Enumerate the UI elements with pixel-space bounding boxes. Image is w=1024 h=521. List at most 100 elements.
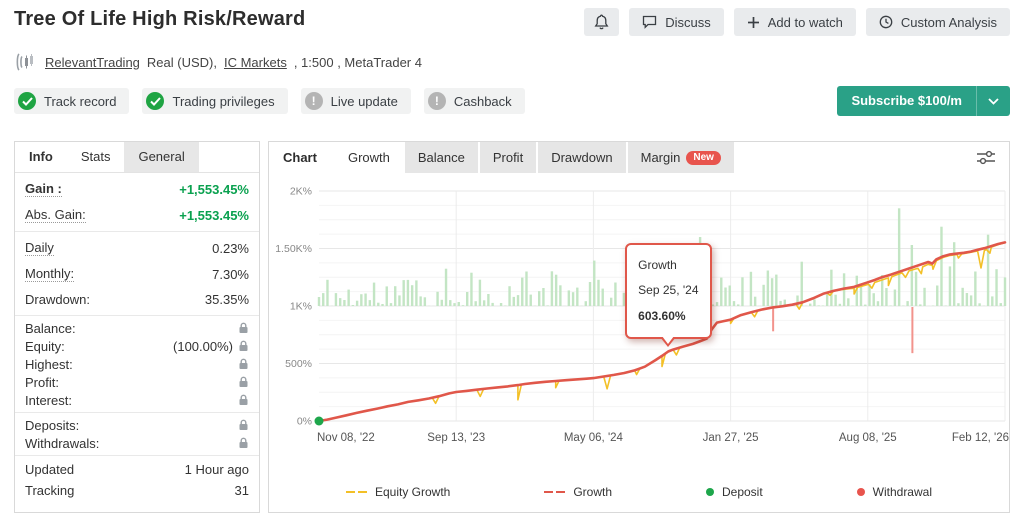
lock-icon [239, 358, 248, 369]
button-label: Add to watch [767, 14, 843, 30]
lock-icon [238, 358, 249, 370]
badge-trading-privileges[interactable]: Trading privileges [142, 88, 288, 114]
info-value [238, 394, 249, 406]
tab-general[interactable]: General [124, 142, 199, 172]
notification-bell-button[interactable] [584, 8, 620, 36]
lock-icon [238, 437, 249, 449]
legend-item-equity-growth: Equity Growth [345, 485, 451, 499]
info-value [238, 358, 249, 370]
legend-line-marker [544, 491, 566, 493]
info-label[interactable]: Monthly: [25, 266, 75, 282]
button-label: Custom Analysis [900, 14, 997, 30]
info-label: Balance: [25, 320, 76, 336]
info-row-balance-: Balance: [15, 319, 259, 337]
account-logo-icon [14, 51, 38, 73]
growth-chart[interactable]: 0% 500% 1K% 1.50K% 2K% Nov 08, '22 Sep 13, '23… [269, 173, 1009, 473]
info-row-interest-: Interest: [15, 391, 259, 409]
tab-stats[interactable]: Stats [80, 149, 111, 164]
badge-label: Live update [330, 93, 398, 109]
info-value: 7.30% [212, 266, 249, 282]
tab-label: Margin [640, 150, 681, 165]
tab-profit[interactable]: Profit [479, 142, 537, 173]
lock-icon [238, 394, 249, 406]
tab-margin[interactable]: Margin New [627, 142, 734, 173]
badge-cashback[interactable]: ! Cashback [423, 88, 525, 114]
lock-icon [239, 322, 248, 333]
info-row-highest-: Highest: [15, 355, 259, 373]
account-meta-text: , 1:500 , MetaTrader 4 [293, 54, 422, 70]
header-actions: Discuss Add to watch Custom Analysis [584, 8, 1010, 36]
new-badge: New [686, 150, 721, 165]
info-label: Drawdown: [25, 292, 91, 307]
subscribe-button[interactable]: Subscribe $100/m [837, 86, 1010, 116]
button-label: Discuss [665, 14, 711, 30]
tab-label: Balance [417, 150, 465, 165]
chevron-down-icon[interactable] [976, 86, 1010, 116]
legend-line-marker [345, 491, 367, 493]
badge-label: Cashback [453, 93, 512, 109]
info-value: +1,553.45% [179, 207, 249, 223]
tab-balance[interactable]: Balance [404, 142, 478, 173]
exclamation-circle-icon: ! [304, 92, 323, 110]
lock-icon [238, 340, 249, 352]
info-value: 1 Hour ago [184, 462, 249, 477]
info-row-tracking: Tracking 31 [15, 480, 259, 501]
tooltip-arrow [660, 336, 677, 347]
info-row-equity-: Equity: (100.00%) [15, 337, 259, 355]
info-group: Balance: Equity: (100.00%) Highest: Profit: I… [15, 316, 259, 413]
broker-link[interactable]: IC Markets [223, 54, 287, 70]
tab-growth[interactable]: Growth [334, 142, 403, 173]
x-axis-tick: May 06, '24 [564, 432, 624, 444]
chart-section-label: Chart [283, 150, 317, 165]
info-group: Deposits: Withdrawals: [15, 413, 259, 456]
badge-track-record[interactable]: Track record [14, 88, 130, 114]
lock-icon [239, 376, 248, 387]
x-axis-tick: Aug 08, '25 [839, 432, 897, 444]
badge-label: Track record [44, 93, 117, 109]
info-label: Updated [25, 462, 75, 477]
info-value: (100.00%) [173, 339, 249, 354]
x-axis-tick: Sep 13, '23 [427, 432, 485, 444]
chart-legend: Equity Growth Growth Deposit Withdrawal [269, 473, 1009, 511]
legend-label: Withdrawal [872, 485, 932, 499]
info-row-updated: Updated 1 Hour ago [15, 459, 259, 480]
legend-label: Deposit [721, 485, 763, 499]
tab-info[interactable]: Info [29, 149, 53, 164]
info-row-gain-: Gain : +1,553.45% [15, 176, 259, 202]
tooltip-value: 603.60% [638, 309, 686, 324]
discuss-button[interactable]: Discuss [629, 8, 724, 36]
legend-label: Equity Growth [374, 485, 451, 499]
chart-tab-bar: Chart Growth Balance Profit Drawdown Margin N… [269, 142, 1009, 173]
x-axis-tick: Nov 08, '22 [317, 432, 375, 444]
info-label[interactable]: Daily [25, 240, 54, 256]
info-label[interactable]: Abs. Gain: [25, 207, 86, 223]
lock-icon [238, 322, 249, 334]
tab-label: Growth [347, 150, 390, 165]
info-panel: Info Stats General Gain : +1,553.45% Abs. Ga… [14, 141, 260, 513]
y-axis-tick: 1K% [290, 301, 312, 313]
subscribe-label[interactable]: Subscribe $100/m [851, 93, 962, 108]
y-axis-tick: 500% [285, 358, 312, 370]
badge-label: Trading privileges [172, 93, 275, 109]
chart-settings-icon[interactable] [976, 142, 996, 173]
info-label: Profit: [25, 374, 59, 390]
info-value [238, 419, 249, 431]
info-label: Interest: [25, 392, 72, 408]
lock-icon [239, 394, 248, 405]
check-circle-icon [18, 92, 36, 110]
add-to-watch-button[interactable]: Add to watch [733, 8, 856, 36]
info-label[interactable]: Gain : [25, 181, 62, 197]
tab-drawdown[interactable]: Drawdown [538, 142, 626, 173]
info-label: Equity: [25, 338, 65, 354]
legend-label: Growth [573, 485, 613, 499]
info-label: Tracking [25, 483, 75, 498]
custom-analysis-button[interactable]: Custom Analysis [865, 8, 1010, 36]
tab-label: Drawdown [551, 150, 613, 165]
info-value [238, 437, 249, 449]
info-label: Withdrawals: [25, 435, 100, 451]
tab-label: Profit [492, 150, 524, 165]
legend-item-withdrawal: Withdrawal [856, 485, 932, 499]
info-row-profit-: Profit: [15, 373, 259, 391]
account-owner-link[interactable]: RelevantTrading [45, 54, 140, 70]
badge-live-update[interactable]: ! Live update [300, 88, 411, 114]
